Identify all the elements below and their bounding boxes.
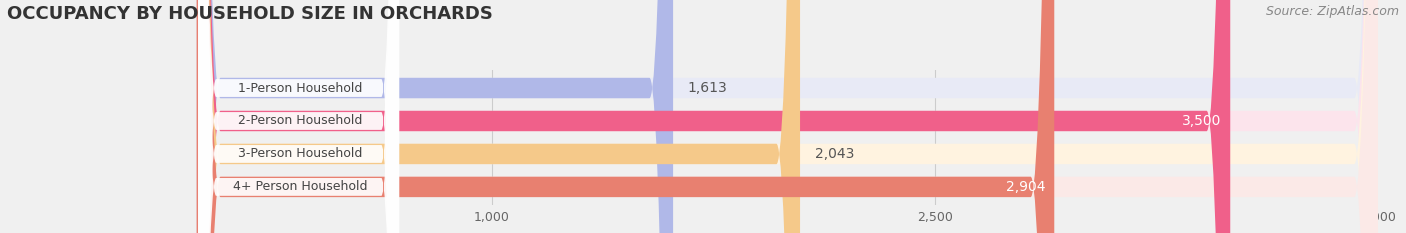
FancyBboxPatch shape	[198, 0, 399, 233]
FancyBboxPatch shape	[197, 0, 800, 233]
Text: 4+ Person Household: 4+ Person Household	[233, 180, 367, 193]
Text: 3,500: 3,500	[1182, 114, 1222, 128]
FancyBboxPatch shape	[197, 0, 673, 233]
FancyBboxPatch shape	[198, 0, 399, 233]
Text: 3-Person Household: 3-Person Household	[238, 147, 363, 161]
Text: 1,613: 1,613	[688, 81, 728, 95]
Text: 2,043: 2,043	[815, 147, 855, 161]
Text: 2-Person Household: 2-Person Household	[238, 114, 363, 127]
FancyBboxPatch shape	[197, 0, 1230, 233]
FancyBboxPatch shape	[197, 0, 1378, 233]
FancyBboxPatch shape	[198, 0, 399, 233]
Text: Source: ZipAtlas.com: Source: ZipAtlas.com	[1265, 5, 1399, 18]
FancyBboxPatch shape	[197, 0, 1378, 233]
FancyBboxPatch shape	[197, 0, 1054, 233]
FancyBboxPatch shape	[197, 0, 1378, 233]
Text: OCCUPANCY BY HOUSEHOLD SIZE IN ORCHARDS: OCCUPANCY BY HOUSEHOLD SIZE IN ORCHARDS	[7, 5, 494, 23]
Text: 2,904: 2,904	[1005, 180, 1046, 194]
FancyBboxPatch shape	[198, 0, 399, 233]
Text: 1-Person Household: 1-Person Household	[238, 82, 363, 95]
FancyBboxPatch shape	[197, 0, 1378, 233]
